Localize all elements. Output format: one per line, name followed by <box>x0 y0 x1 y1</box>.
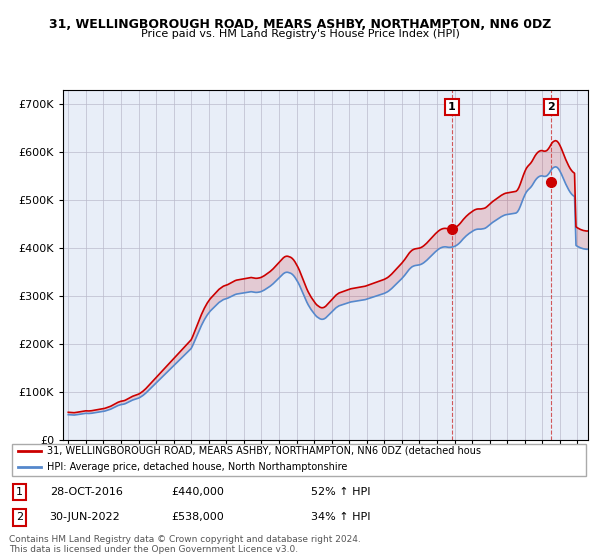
Text: 28-OCT-2016: 28-OCT-2016 <box>50 487 122 497</box>
Text: 2: 2 <box>16 512 23 522</box>
Text: 34% ↑ HPI: 34% ↑ HPI <box>311 512 371 522</box>
Text: 30-JUN-2022: 30-JUN-2022 <box>50 512 121 522</box>
Text: Price paid vs. HM Land Registry's House Price Index (HPI): Price paid vs. HM Land Registry's House … <box>140 29 460 39</box>
Text: 31, WELLINGBOROUGH ROAD, MEARS ASHBY, NORTHAMPTON, NN6 0DZ: 31, WELLINGBOROUGH ROAD, MEARS ASHBY, NO… <box>49 18 551 31</box>
FancyBboxPatch shape <box>12 444 586 476</box>
Text: HPI: Average price, detached house, North Northamptonshire: HPI: Average price, detached house, Nort… <box>47 463 347 473</box>
Text: Contains HM Land Registry data © Crown copyright and database right 2024.
This d: Contains HM Land Registry data © Crown c… <box>9 535 361 554</box>
Text: £538,000: £538,000 <box>172 512 224 522</box>
Text: 52% ↑ HPI: 52% ↑ HPI <box>311 487 371 497</box>
Text: 1: 1 <box>16 487 23 497</box>
Text: £440,000: £440,000 <box>172 487 224 497</box>
Text: 2: 2 <box>547 102 555 112</box>
Text: 1: 1 <box>448 102 455 112</box>
Text: 31, WELLINGBOROUGH ROAD, MEARS ASHBY, NORTHAMPTON, NN6 0DZ (detached hous: 31, WELLINGBOROUGH ROAD, MEARS ASHBY, NO… <box>47 446 481 456</box>
